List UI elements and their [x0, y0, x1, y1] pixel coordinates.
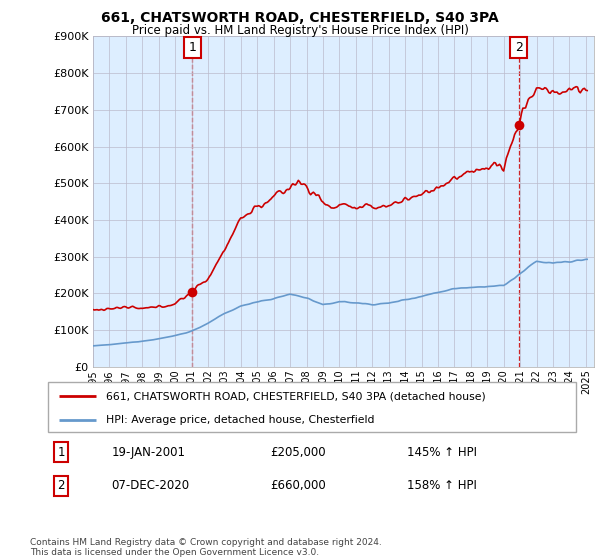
Text: 661, CHATSWORTH ROAD, CHESTERFIELD, S40 3PA (detached house): 661, CHATSWORTH ROAD, CHESTERFIELD, S40 … [106, 391, 486, 401]
Text: 1: 1 [58, 446, 65, 459]
Text: 145% ↑ HPI: 145% ↑ HPI [407, 446, 477, 459]
Text: 158% ↑ HPI: 158% ↑ HPI [407, 479, 477, 492]
Text: HPI: Average price, detached house, Chesterfield: HPI: Average price, detached house, Ches… [106, 415, 374, 424]
FancyBboxPatch shape [48, 382, 576, 432]
Text: 07-DEC-2020: 07-DEC-2020 [112, 479, 190, 492]
Text: Price paid vs. HM Land Registry's House Price Index (HPI): Price paid vs. HM Land Registry's House … [131, 24, 469, 36]
Text: 2: 2 [58, 479, 65, 492]
Text: 661, CHATSWORTH ROAD, CHESTERFIELD, S40 3PA: 661, CHATSWORTH ROAD, CHESTERFIELD, S40 … [101, 11, 499, 25]
Text: 19-JAN-2001: 19-JAN-2001 [112, 446, 185, 459]
Text: 2: 2 [515, 41, 523, 54]
Text: £205,000: £205,000 [270, 446, 325, 459]
Text: Contains HM Land Registry data © Crown copyright and database right 2024.
This d: Contains HM Land Registry data © Crown c… [30, 538, 382, 557]
Text: £660,000: £660,000 [270, 479, 326, 492]
Text: 1: 1 [188, 41, 196, 54]
